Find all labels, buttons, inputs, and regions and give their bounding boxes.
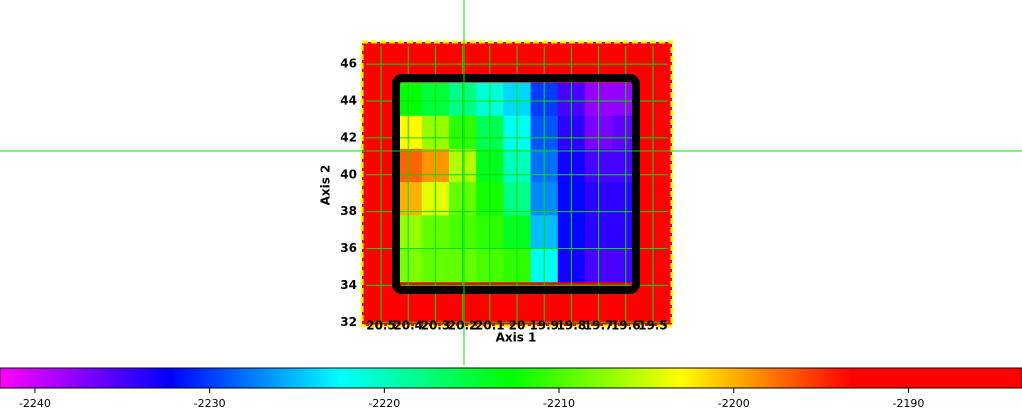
y-tick-label: 40	[340, 167, 357, 181]
y-axis-label: Axis 2	[319, 165, 333, 206]
x-tick-label: 20.1	[475, 319, 505, 333]
y-tick-label: 34	[340, 278, 357, 292]
x-tick-label: 19.6	[611, 319, 641, 333]
colorbar	[0, 367, 1022, 389]
y-tick-label: 38	[340, 204, 357, 218]
y-tick-label: 44	[340, 94, 357, 108]
colorbar-tick-label: -2220	[368, 397, 400, 410]
x-tick-label: 19.8	[557, 319, 587, 333]
x-tick-label: 19.9	[529, 319, 559, 333]
x-axis-label: Axis 1	[496, 331, 537, 345]
x-tick-label: 20	[509, 319, 526, 333]
x-tick-label: 20.2	[448, 319, 478, 333]
colorbar-tick-label: -2240	[19, 397, 51, 410]
colorbar-tick-label: -2230	[194, 397, 226, 410]
x-tick-label: 20.3	[421, 319, 451, 333]
plot-frame	[360, 40, 674, 328]
colorbar-tick-label: -2200	[718, 397, 750, 410]
colorbar-tick-label: -2210	[543, 397, 575, 410]
y-tick-label: 46	[340, 57, 357, 71]
x-tick-label: 20.5	[366, 319, 396, 333]
x-tick-label: 20.4	[393, 319, 423, 333]
colorbar-tick-label: -2190	[892, 397, 924, 410]
y-tick-label: 42	[340, 130, 357, 144]
data-border	[392, 74, 640, 294]
y-tick-label: 36	[340, 241, 357, 255]
y-tick-label: 32	[340, 315, 357, 329]
x-tick-label: 19.5	[638, 319, 668, 333]
x-tick-label: 19.7	[584, 319, 614, 333]
